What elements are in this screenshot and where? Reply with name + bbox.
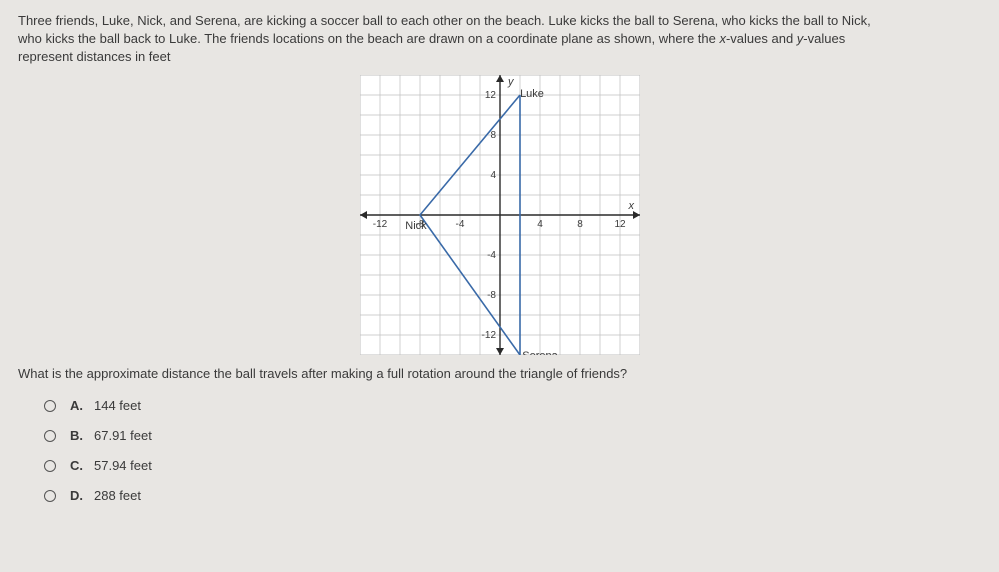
svg-text:-12: -12 — [481, 330, 496, 341]
svg-text:-4: -4 — [487, 250, 496, 261]
svg-text:-12: -12 — [372, 219, 387, 230]
problem-line-1: Three friends, Luke, Nick, and Serena, a… — [18, 12, 981, 30]
svg-text:Serena: Serena — [522, 350, 558, 355]
svg-text:4: 4 — [490, 170, 496, 181]
radio-icon[interactable] — [44, 400, 56, 412]
problem-line-2: who kicks the ball back to Luke. The fri… — [18, 30, 981, 48]
radio-icon[interactable] — [44, 490, 56, 502]
choice-d[interactable]: D.288 feet — [44, 487, 981, 505]
svg-text:-4: -4 — [455, 219, 464, 230]
question-text: What is the approximate distance the bal… — [18, 365, 981, 383]
svg-text:12: 12 — [484, 90, 496, 101]
choice-letter: C. — [70, 457, 94, 475]
problem-line-3: represent distances in feet — [18, 48, 981, 66]
choice-b[interactable]: B.67.91 feet — [44, 427, 981, 445]
choice-text: 288 feet — [94, 487, 141, 505]
choice-a[interactable]: A.144 feet — [44, 397, 981, 415]
chart-svg: xy-12-8-44812-12-8-44812LukeNickSerena — [360, 75, 640, 355]
svg-text:-8: -8 — [487, 290, 496, 301]
svg-text:12: 12 — [614, 219, 626, 230]
svg-text:8: 8 — [490, 130, 496, 141]
choice-c[interactable]: C.57.94 feet — [44, 457, 981, 475]
coordinate-plane-chart: xy-12-8-44812-12-8-44812LukeNickSerena — [18, 75, 981, 355]
problem-statement: Three friends, Luke, Nick, and Serena, a… — [18, 12, 981, 67]
radio-icon[interactable] — [44, 430, 56, 442]
choice-text: 144 feet — [94, 397, 141, 415]
svg-text:x: x — [627, 200, 634, 212]
svg-text:4: 4 — [537, 219, 543, 230]
choice-text: 57.94 feet — [94, 457, 152, 475]
choice-letter: B. — [70, 427, 94, 445]
answer-choices: A.144 feetB.67.91 feetC.57.94 feetD.288 … — [44, 397, 981, 506]
svg-text:Luke: Luke — [520, 88, 544, 100]
svg-text:8: 8 — [577, 219, 583, 230]
choice-letter: A. — [70, 397, 94, 415]
radio-icon[interactable] — [44, 460, 56, 472]
svg-text:Nick: Nick — [405, 220, 427, 232]
choice-letter: D. — [70, 487, 94, 505]
choice-text: 67.91 feet — [94, 427, 152, 445]
